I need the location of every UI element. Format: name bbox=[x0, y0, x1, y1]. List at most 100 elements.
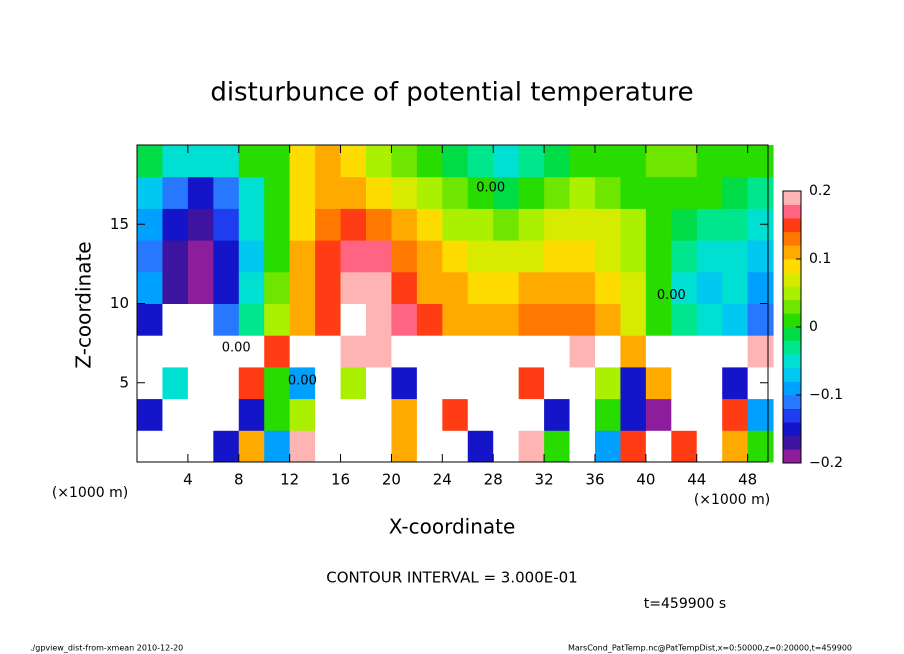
colorbar-swatch bbox=[783, 422, 801, 437]
heat-cell bbox=[162, 208, 189, 241]
x-tick-label: 20 bbox=[382, 471, 401, 489]
colorbar-swatch bbox=[783, 299, 801, 314]
heat-cell bbox=[594, 398, 621, 431]
colorbar-tick-label: −0.1 bbox=[809, 387, 843, 403]
colorbar-swatch bbox=[783, 340, 801, 355]
heat-cell bbox=[671, 145, 698, 178]
heat-cell bbox=[442, 208, 469, 241]
heat-cell bbox=[238, 335, 265, 368]
heat-cell bbox=[696, 271, 723, 304]
heat-cell bbox=[722, 176, 749, 209]
heat-cell bbox=[671, 176, 698, 209]
heat-cell bbox=[213, 398, 240, 431]
heat-cell bbox=[238, 145, 265, 178]
heat-cell bbox=[493, 430, 520, 463]
heat-cell bbox=[365, 303, 392, 336]
heat-cell bbox=[671, 240, 698, 273]
heat-cell bbox=[137, 335, 163, 368]
heat-cell bbox=[442, 430, 469, 463]
heat-cell bbox=[747, 145, 774, 178]
heat-cell bbox=[162, 176, 189, 209]
heat-cell bbox=[289, 430, 316, 463]
heat-cell bbox=[289, 303, 316, 336]
heat-cell bbox=[340, 430, 367, 463]
heat-cell bbox=[340, 145, 367, 178]
heat-cell bbox=[518, 208, 545, 241]
heat-cell bbox=[213, 271, 240, 304]
heat-cell bbox=[289, 208, 316, 241]
heat-cell bbox=[518, 398, 545, 431]
heat-cell bbox=[187, 145, 214, 178]
colorbar-swatch bbox=[783, 327, 801, 341]
heat-cell bbox=[747, 398, 774, 431]
heat-cell bbox=[671, 303, 698, 336]
x-tick-label: 32 bbox=[535, 471, 554, 489]
colorbar-tick-label: 0.2 bbox=[809, 183, 831, 199]
heat-cell bbox=[620, 271, 647, 304]
heat-cell bbox=[518, 430, 545, 463]
colorbar-swatch bbox=[783, 272, 801, 287]
heat-cell bbox=[137, 398, 163, 431]
heat-cell bbox=[391, 176, 418, 209]
heat-cell bbox=[289, 398, 316, 431]
heat-cell bbox=[569, 430, 596, 463]
heat-cell bbox=[162, 240, 189, 273]
heat-cell bbox=[645, 303, 672, 336]
heat-cell bbox=[645, 366, 672, 400]
heat-cell bbox=[442, 303, 469, 336]
heat-cell bbox=[620, 145, 647, 178]
heat-cell bbox=[747, 176, 774, 209]
heat-cell bbox=[162, 366, 189, 400]
colorbar-swatch bbox=[783, 191, 801, 205]
heat-cell bbox=[162, 430, 189, 463]
y-axis-label: Z-coordinate bbox=[72, 241, 96, 368]
heat-cell bbox=[162, 145, 189, 178]
heat-cell bbox=[416, 176, 443, 209]
heat-cell bbox=[467, 366, 494, 400]
heat-cell bbox=[594, 271, 621, 304]
heat-cell bbox=[747, 271, 774, 304]
heat-cell bbox=[442, 366, 469, 400]
heat-cell bbox=[467, 303, 494, 336]
heat-cell bbox=[315, 335, 342, 368]
x-tick-label: 4 bbox=[183, 471, 193, 489]
y-unit: (×1000 m) bbox=[52, 485, 128, 501]
heat-cell bbox=[340, 271, 367, 304]
heat-cell bbox=[315, 303, 342, 336]
colorbar-swatch bbox=[783, 245, 801, 260]
heat-cell bbox=[671, 430, 698, 463]
heat-cell bbox=[696, 335, 723, 368]
heat-cell bbox=[569, 398, 596, 431]
heat-cell bbox=[213, 303, 240, 336]
y-tick-label: 5 bbox=[119, 373, 129, 391]
heat-cell bbox=[518, 366, 545, 400]
heat-cell bbox=[569, 303, 596, 336]
heat-cell bbox=[747, 430, 774, 463]
heat-cell bbox=[747, 303, 774, 336]
footer-right: MarsCond_PatTemp.nc@PatTempDist,x=0:5000… bbox=[568, 644, 852, 653]
heat-cell bbox=[594, 335, 621, 368]
heat-cell bbox=[365, 176, 392, 209]
contour-label: 0.00 bbox=[288, 374, 317, 389]
heat-cell bbox=[493, 366, 520, 400]
heat-cell bbox=[187, 366, 214, 400]
heat-cell bbox=[416, 303, 443, 336]
heat-cell bbox=[620, 208, 647, 241]
heat-cell bbox=[544, 176, 571, 209]
heat-cell bbox=[340, 335, 367, 368]
heat-cell bbox=[518, 176, 545, 209]
x-tick-label: 36 bbox=[585, 471, 604, 489]
heat-cell bbox=[264, 176, 291, 209]
heat-cell bbox=[620, 240, 647, 273]
heat-cell bbox=[594, 303, 621, 336]
heat-cell bbox=[213, 145, 240, 178]
x-tick-label: 28 bbox=[484, 471, 503, 489]
heat-cell bbox=[645, 335, 672, 368]
colorbar-swatch bbox=[783, 367, 801, 382]
heat-cell bbox=[442, 271, 469, 304]
heat-cell bbox=[187, 271, 214, 304]
x-unit: (×1000 m) bbox=[694, 492, 770, 508]
heat-cell bbox=[722, 271, 749, 304]
heat-cell bbox=[238, 430, 265, 463]
heat-cell bbox=[620, 335, 647, 368]
